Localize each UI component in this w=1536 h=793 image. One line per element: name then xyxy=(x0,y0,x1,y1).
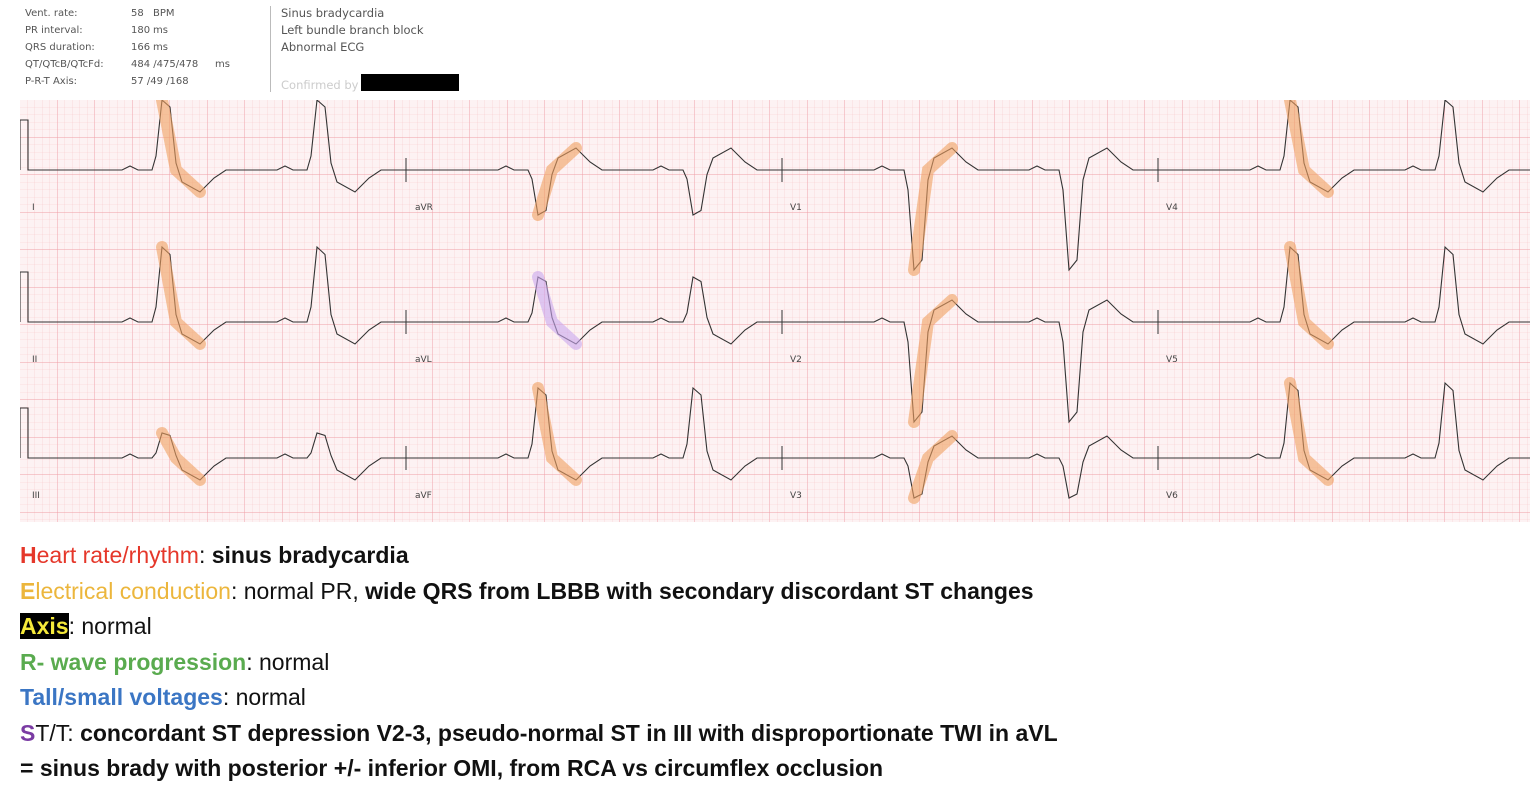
measure-unit: ms xyxy=(215,59,230,70)
highlight xyxy=(532,382,582,486)
measure-value: 166 xyxy=(131,42,151,53)
redaction xyxy=(361,74,459,91)
measure-value: 58 xyxy=(131,8,144,19)
lead-label: aVR xyxy=(415,203,433,213)
summary-text: = sinus brady with posterior +/- inferio… xyxy=(20,755,884,781)
divider xyxy=(270,6,271,92)
measure-unit: ms xyxy=(153,42,168,53)
measure-label: P-R-T Axis: xyxy=(25,76,78,87)
measure-value: 180 xyxy=(131,25,151,36)
summary-line: Heart rate/rhythm: sinus bradycardia xyxy=(20,538,1058,574)
highlight xyxy=(1284,241,1334,350)
highlight xyxy=(156,427,206,486)
summary-line: = sinus brady with posterior +/- inferio… xyxy=(20,751,1058,787)
highlight xyxy=(908,430,958,504)
lead-label: V4 xyxy=(1166,203,1178,213)
measure-value: 484 /475/478 xyxy=(131,59,199,70)
summary-text: S xyxy=(20,719,36,746)
summary-text: : normal xyxy=(68,613,152,639)
summary-text: concordant ST depression V2-3, pseudo-no… xyxy=(80,719,1058,746)
highlight xyxy=(156,100,206,198)
measure-label: PR interval: xyxy=(25,25,83,36)
lead-label: II xyxy=(32,355,37,365)
interpretation-line: Abnormal ECG xyxy=(281,40,365,54)
interpretation-line: Left bundle branch block xyxy=(281,23,424,37)
highlight xyxy=(908,294,958,428)
highlight xyxy=(532,142,582,221)
lead-label: III xyxy=(32,491,40,501)
summary: Heart rate/rhythm: sinus bradycardia Elec… xyxy=(20,538,1058,787)
summary-text: : normal PR, xyxy=(230,577,366,604)
summary-text: : normal xyxy=(222,684,306,710)
summary-text: lectrical conduction xyxy=(35,577,231,604)
summary-text: Axis xyxy=(20,613,69,639)
summary-text: R- wave progression xyxy=(20,648,247,675)
lead-label: V2 xyxy=(790,355,802,365)
measure-value: 57 /49 /168 xyxy=(131,76,189,87)
summary-line: R- wave progression: normal xyxy=(20,645,1058,681)
lead-label: V1 xyxy=(790,203,802,213)
summary-text: : xyxy=(198,542,212,568)
highlight xyxy=(156,241,206,350)
summary-text: eart rate/rhythm xyxy=(36,542,199,568)
lead-label: V3 xyxy=(790,491,802,501)
measure-unit: ms xyxy=(153,25,168,36)
confirmed-by: Confirmed by xyxy=(281,78,359,92)
highlight xyxy=(1284,100,1334,198)
measure-unit: BPM xyxy=(153,8,175,19)
lead-label: aVL xyxy=(415,355,432,365)
summary-line: ST/T: concordant ST depression V2-3, pse… xyxy=(20,716,1058,752)
lead-label: aVF xyxy=(415,491,432,501)
measure-label: Vent. rate: xyxy=(25,8,78,19)
summary-line: Axis: normal xyxy=(20,609,1058,645)
measure-label: QRS duration: xyxy=(25,42,95,53)
summary-line: Electrical conduction: normal PR, wide Q… xyxy=(20,574,1058,610)
summary-text: T/T: xyxy=(35,719,81,746)
summary-text: H xyxy=(20,542,37,568)
highlight xyxy=(532,271,582,350)
summary-text: wide QRS from LBBB with secondary discor… xyxy=(365,577,1034,604)
lead-label: I xyxy=(32,203,35,213)
summary-text: : normal xyxy=(246,648,330,675)
summary-text: sinus bradycardia xyxy=(211,542,409,568)
highlight xyxy=(1284,377,1334,486)
summary-line: Tall/small voltages: normal xyxy=(20,680,1058,716)
highlight xyxy=(908,142,958,276)
summary-text: E xyxy=(20,577,36,604)
summary-text: Tall/small voltages xyxy=(20,684,223,710)
measure-label: QT/QTcB/QTcFd: xyxy=(25,59,104,70)
interpretation-line: Sinus bradycardia xyxy=(281,6,385,20)
lead-label: V5 xyxy=(1166,355,1178,365)
lead-label: V6 xyxy=(1166,491,1178,501)
